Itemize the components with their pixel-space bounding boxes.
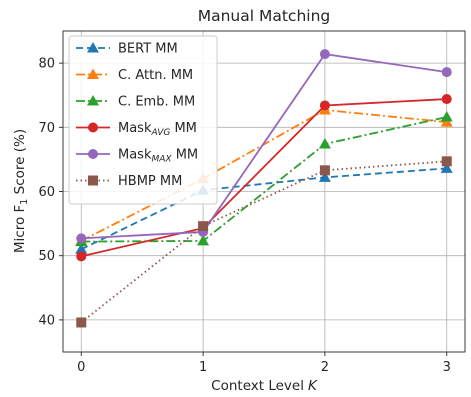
y-tick-label: 70 — [38, 121, 55, 136]
legend-marker — [87, 95, 99, 106]
data-point — [318, 171, 331, 182]
x-tick-label: 2 — [321, 360, 329, 375]
data-point — [440, 111, 453, 122]
series-line — [81, 53, 447, 240]
legend-label-main: C. Attn. MM — [118, 68, 193, 83]
legend-box — [68, 35, 218, 205]
legend-label-main: HBMP MM — [118, 174, 182, 189]
legend-marker — [88, 175, 98, 186]
chart-title: Manual Matching — [198, 7, 331, 25]
data-point — [75, 243, 88, 254]
data-point — [197, 234, 210, 246]
x-tick-label: 1 — [199, 360, 207, 375]
legend-item: C. Attn. MM — [76, 68, 193, 83]
legend-marker — [88, 149, 98, 159]
data-point — [319, 100, 330, 111]
series-line — [80, 160, 447, 324]
x-tick-label: 0 — [77, 360, 85, 375]
legend-label: C. Emb. MM — [118, 95, 195, 110]
data-point — [198, 221, 209, 232]
data-point — [76, 233, 87, 244]
legend-label-main: Mask — [118, 121, 152, 136]
legend-label: MaskMAX MM — [118, 148, 198, 165]
x-axis-label: Context Level K — [211, 378, 318, 394]
series-3 — [75, 111, 453, 247]
series-line — [81, 116, 447, 243]
legend-item: MaskMAX MM — [76, 148, 198, 165]
y-tick-label: 60 — [38, 185, 55, 200]
y-tick-label: 40 — [38, 313, 55, 328]
legend-label-rest: MM — [172, 148, 199, 163]
legend-item: BERT MM — [76, 42, 178, 57]
legend-label-subscript: MAX — [151, 155, 172, 165]
series-line — [81, 98, 447, 258]
tick-labels: 40 50 60 70 80 0 1 2 3 — [38, 57, 450, 375]
x-axis-label-text: Context Level — [211, 378, 304, 394]
legend-label-main: BERT MM — [118, 42, 178, 57]
data-point — [441, 156, 452, 167]
legend-item: MaskAVG MM — [76, 121, 197, 138]
legend-item: HBMP MM — [76, 174, 182, 189]
legend-marker — [87, 68, 99, 79]
legend-marker — [87, 42, 99, 53]
legend-label: BERT MM — [118, 42, 178, 57]
y-tick-label: 80 — [38, 57, 55, 72]
legend-label-subscript: AVG — [150, 128, 170, 138]
y-axis-label-subscript: 1 — [19, 199, 30, 205]
y-axis-label-rest: Score (%) — [12, 129, 28, 199]
y-axis-label-text: Micro F — [12, 205, 28, 253]
legend-label: HBMP MM — [118, 174, 182, 189]
y-tick-label: 50 — [38, 249, 55, 264]
legend-label-main: Mask — [118, 148, 152, 163]
legend-label: MaskAVG MM — [118, 121, 197, 138]
legend-marker — [88, 122, 98, 133]
legend-label-main: C. Emb. MM — [118, 95, 195, 110]
legend-label: C. Attn. MM — [118, 68, 193, 83]
legend-label-rest: MM — [170, 121, 197, 136]
data-point — [441, 67, 452, 78]
x-tick-label: 3 — [443, 360, 451, 375]
data-point — [441, 94, 452, 105]
data-point — [319, 49, 330, 60]
data-point — [319, 165, 330, 176]
legend-item: C. Emb. MM — [76, 95, 195, 110]
data-point — [318, 137, 331, 149]
data-point — [440, 162, 453, 173]
y-axis-label: Micro F1 Score (%) — [12, 129, 30, 253]
x-axis-label-var: K — [308, 378, 318, 394]
data-point — [76, 317, 87, 328]
data-point — [76, 251, 87, 262]
series-line — [80, 167, 447, 251]
series-6 — [76, 156, 452, 328]
